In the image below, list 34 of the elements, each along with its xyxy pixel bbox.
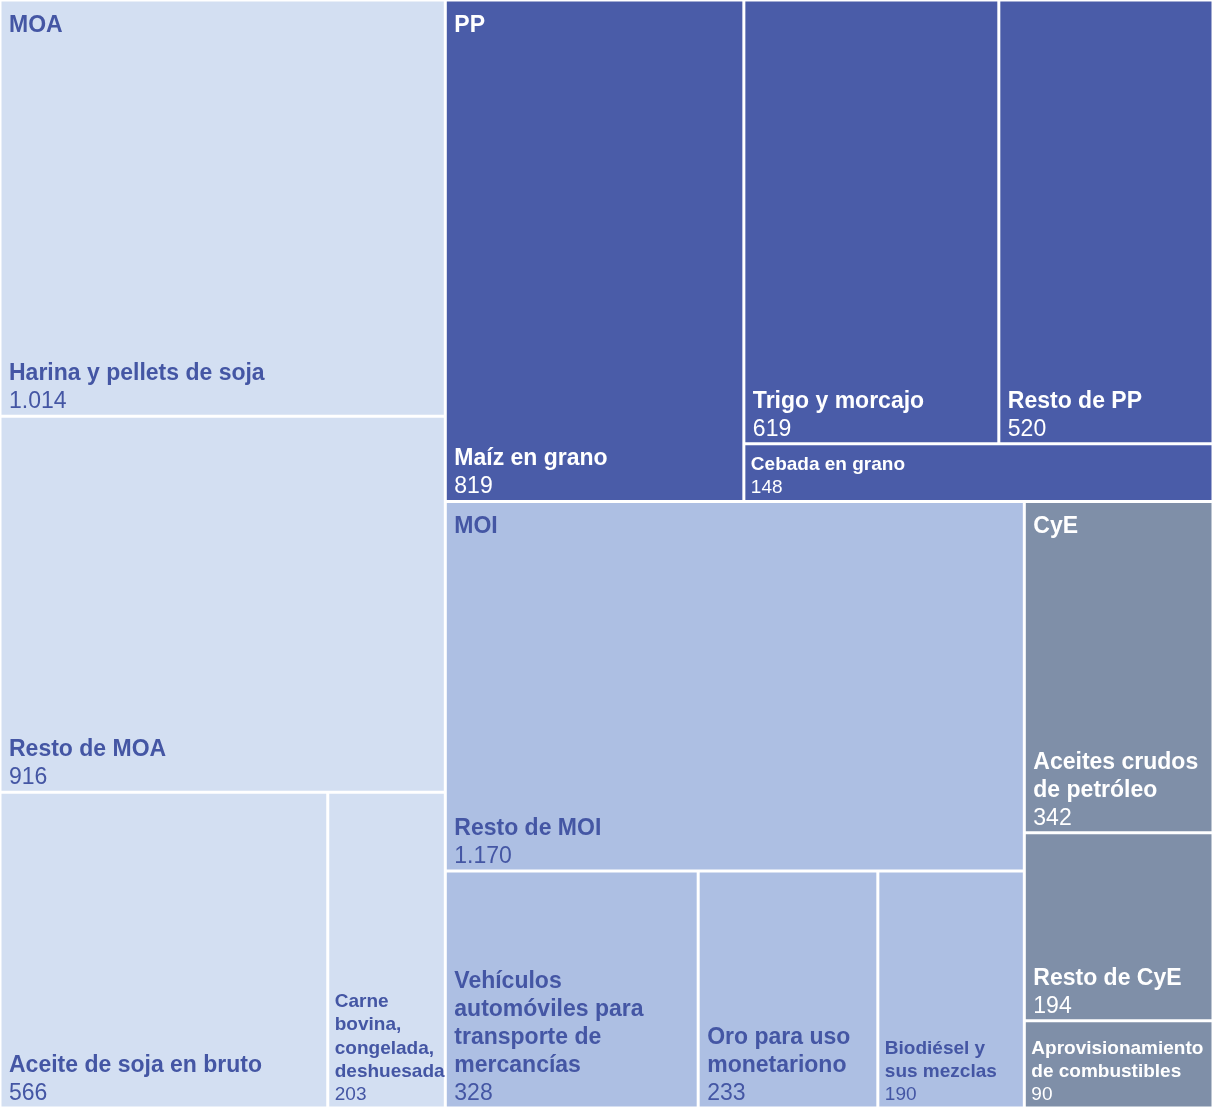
data-label: 619 xyxy=(752,414,792,441)
data-label: 328 xyxy=(454,1079,493,1105)
data-label: 194 xyxy=(1033,991,1072,1018)
series-label: PP xyxy=(454,10,485,37)
category-label: Resto de CyE xyxy=(1033,963,1182,990)
category-label: Trigo y morcajo xyxy=(752,386,925,413)
category-label: Vehículos automóviles para transporte de mercancías xyxy=(454,966,644,1077)
category-label: Maíz en grano xyxy=(454,444,608,471)
category-label: Aceites crudos de petróleo xyxy=(1033,747,1199,802)
category-label: Oro para uso monetariono xyxy=(707,1022,851,1077)
category-label: Resto de MOI xyxy=(454,813,602,840)
category-label: Resto de MOA xyxy=(9,735,167,762)
data-label: 148 xyxy=(750,476,783,498)
category-label: Harina y pellets de soja xyxy=(9,359,265,386)
series-label: CyE xyxy=(1033,512,1079,539)
data-label: 1.014 xyxy=(9,387,67,414)
data-label: 90 xyxy=(1031,1083,1053,1104)
data-label: 520 xyxy=(1007,414,1047,441)
data-label: 342 xyxy=(1033,803,1072,830)
data-label: 203 xyxy=(334,1083,367,1104)
category-label: Aprovisionamiento de combustibles xyxy=(1031,1036,1204,1081)
series-label: MOA xyxy=(9,10,63,37)
category-label: Cebada en grano xyxy=(750,453,906,475)
category-label: Aceite de soja en bruto xyxy=(9,1050,263,1077)
data-label: 190 xyxy=(884,1083,917,1104)
series-label: MOI xyxy=(454,512,498,539)
category-label: Carne bovina, congelada, deshuesada xyxy=(334,990,446,1081)
data-label: 916 xyxy=(9,763,48,790)
data-label: 566 xyxy=(9,1079,48,1105)
category-label: Biodiésel y sus mezclas xyxy=(884,1036,997,1081)
data-label: 819 xyxy=(454,472,493,499)
data-label: 233 xyxy=(707,1079,746,1105)
data-label: 1.170 xyxy=(454,841,512,868)
category-label: Resto de PP xyxy=(1007,386,1143,413)
